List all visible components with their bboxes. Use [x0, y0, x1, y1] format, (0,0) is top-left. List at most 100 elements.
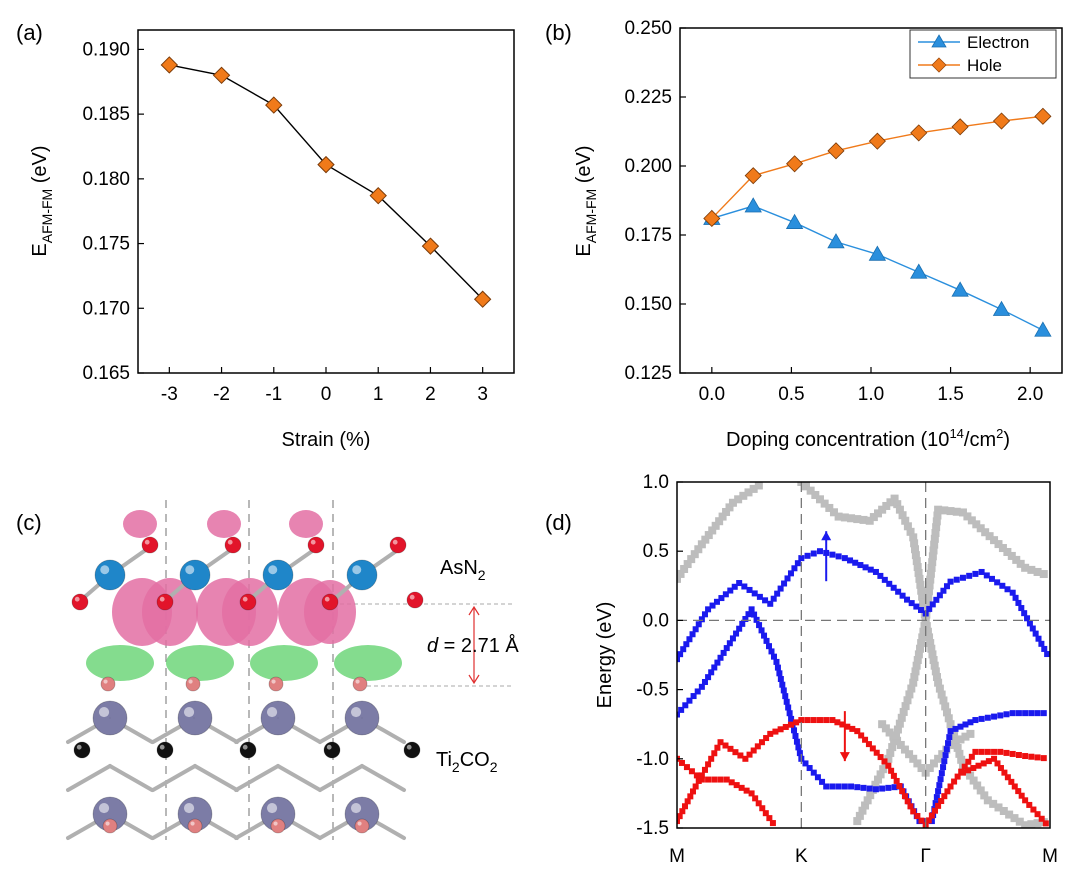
spin-up-point — [904, 596, 911, 603]
spin-down-point — [938, 798, 945, 805]
spin-up-point — [766, 643, 773, 650]
spin-up-point — [891, 784, 898, 791]
spin-up-point — [952, 725, 959, 732]
data-point — [473, 290, 492, 308]
projected-point — [859, 515, 868, 524]
y-tick-label: 0.175 — [82, 234, 130, 255]
spin-up-point — [848, 783, 855, 790]
projected-point — [917, 586, 926, 595]
x-tick-label: 0 — [321, 384, 332, 405]
spin-down-point — [829, 717, 836, 724]
nitrogen-atom-highlight — [74, 596, 80, 602]
nitrogen-atom-highlight — [144, 539, 150, 545]
projected-point — [923, 627, 932, 636]
spin-up-point — [854, 784, 861, 791]
nitrogen-atom — [239, 593, 257, 611]
projected-point — [711, 521, 720, 530]
spin-up-point — [698, 616, 705, 623]
spin-up-point — [774, 590, 781, 597]
panel-b-points — [703, 107, 1052, 337]
spin-down-point — [881, 758, 888, 765]
spin-down-point — [873, 749, 880, 756]
spin-up-point — [933, 794, 940, 801]
spin-up-point — [745, 611, 752, 618]
spin-up-point — [736, 625, 743, 632]
spin-down-point — [854, 728, 861, 735]
legend-box — [909, 29, 1057, 79]
projected-point — [811, 490, 820, 499]
projected-point — [999, 806, 1008, 815]
spin-down-point — [965, 758, 972, 765]
spin-down-point — [954, 773, 961, 780]
spin-down-point — [910, 808, 917, 815]
panel-a-y-ticks: 0.165 0.170 0.175 0.180 0.185 0.190 — [82, 39, 144, 384]
bond — [276, 764, 322, 792]
projected-point — [939, 696, 948, 705]
spin-up-point — [762, 597, 769, 604]
spin-up-point — [941, 758, 948, 765]
projected-point — [934, 505, 943, 514]
legend-electron-marker — [931, 34, 947, 48]
projected-point — [924, 587, 933, 596]
projected-point — [942, 708, 951, 717]
spin-up-point — [835, 553, 842, 560]
nitrogen-atom-highlight — [159, 596, 165, 602]
projected-point — [858, 806, 867, 815]
spin-up-point — [770, 595, 777, 602]
spin-up-point — [1038, 640, 1045, 647]
projected-point — [815, 495, 824, 504]
spin-up-point — [928, 818, 935, 825]
projected-point — [874, 509, 883, 518]
spin-up-point — [847, 557, 854, 564]
distance-arrow — [468, 605, 480, 685]
projected-point — [881, 724, 890, 733]
spin-up-point — [686, 636, 693, 643]
carbon-atom-highlight — [159, 744, 165, 750]
bond — [108, 764, 154, 792]
spin-up-point — [1018, 605, 1025, 612]
legend-electron-label: Electron — [967, 33, 1029, 52]
spin-up-point — [899, 592, 906, 599]
projected-point — [930, 540, 939, 549]
spin-down-point — [755, 800, 762, 807]
oxygen-atom — [187, 818, 203, 834]
spin-up-point — [937, 776, 944, 783]
projected-point — [944, 714, 953, 723]
spin-up-point — [940, 764, 947, 771]
spin-down-point — [810, 717, 817, 724]
spin-up-point — [711, 664, 718, 671]
projected-point — [683, 560, 692, 569]
projected-point — [913, 656, 922, 665]
charge-lobe-pink — [222, 578, 278, 646]
spin-up-point — [959, 574, 966, 581]
spin-up-point — [758, 627, 765, 634]
spin-up-point — [908, 600, 915, 607]
projected-point — [980, 791, 989, 800]
spin-up-point — [804, 552, 811, 559]
spin-down-point — [711, 750, 718, 757]
x-tick-label: 1.5 — [937, 384, 963, 405]
projected-point — [866, 791, 875, 800]
spin-up-point — [1024, 615, 1031, 622]
projected-point — [967, 516, 976, 525]
projected-point — [972, 520, 981, 529]
distance-label: d = 2.71 Å — [427, 634, 519, 657]
projected-point — [905, 750, 914, 759]
oxygen-atom — [185, 676, 201, 692]
panel-d-tag: (d) — [545, 510, 572, 535]
spin-down-point — [834, 719, 841, 726]
projected-point — [888, 743, 897, 752]
projected-point — [1027, 820, 1036, 828]
projected-point — [886, 498, 895, 507]
projected-point — [913, 759, 922, 768]
spin-up-point — [792, 733, 799, 740]
titanium-atom-highlight — [350, 706, 362, 718]
oxygen-atom — [102, 818, 118, 834]
atom-illustration — [66, 510, 424, 840]
electron-point — [785, 213, 804, 229]
oxygen-atom-highlight — [188, 679, 193, 684]
charge-lobe-green — [250, 645, 318, 681]
projected-point — [739, 491, 748, 500]
spin-down-point — [1034, 754, 1041, 761]
projected-point — [919, 598, 928, 607]
